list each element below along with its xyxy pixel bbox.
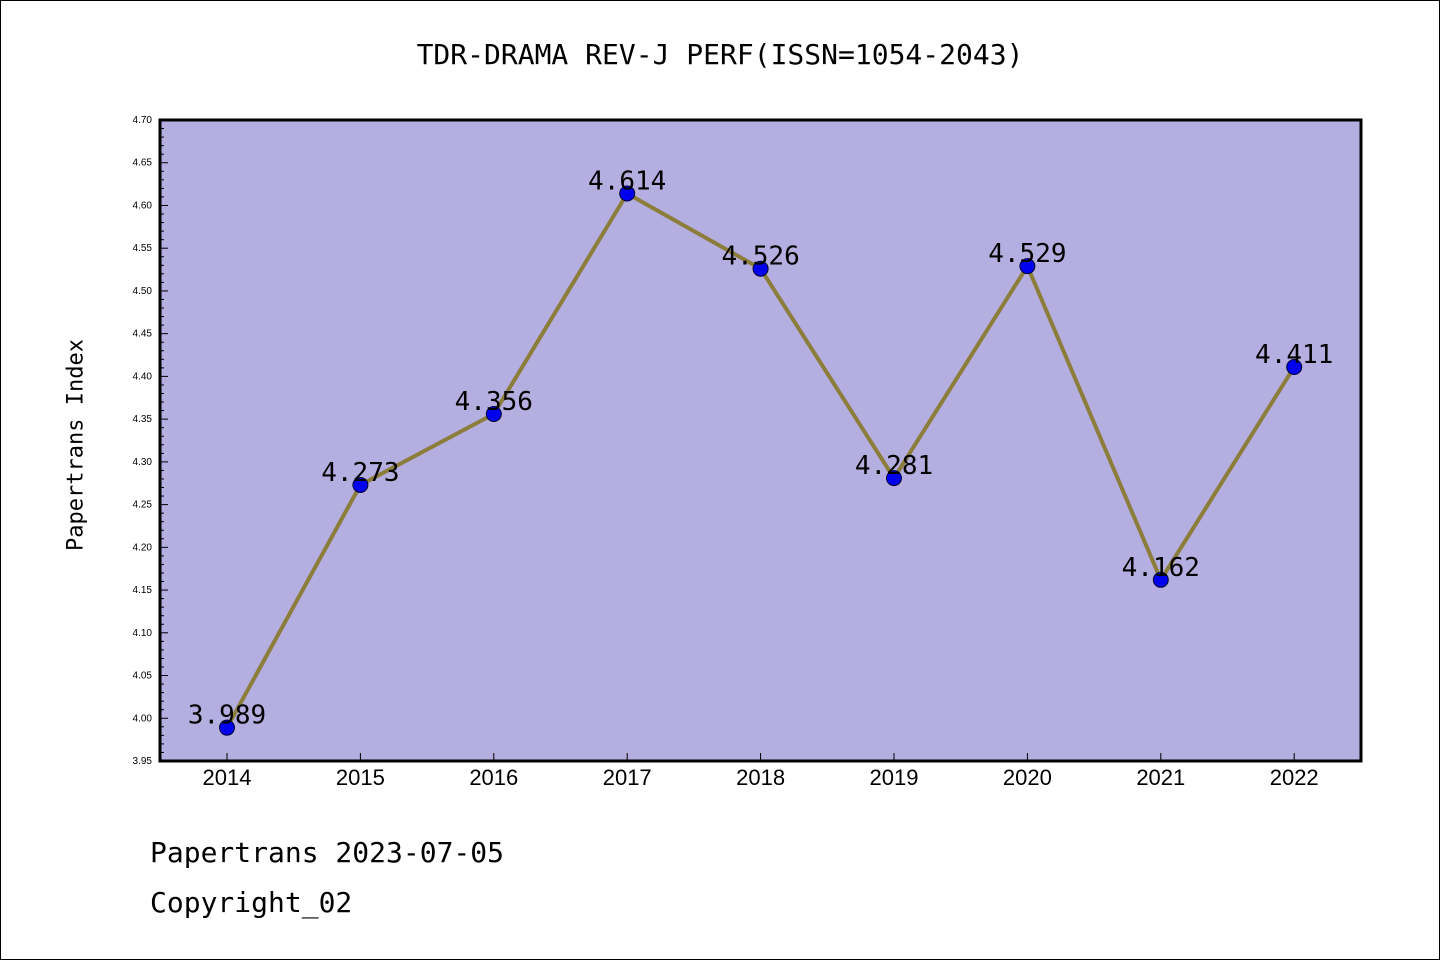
chart-title: TDR-DRAMA REV-J PERF(ISSN=1054-2043) [416, 38, 1024, 71]
x-tick-label: 2016 [469, 765, 518, 790]
y-tick-label: 4.45 [133, 329, 153, 340]
data-labels: 3.989 4.273 4.356 4.614 4.526 4.281 4.529 4.162… [188, 167, 1333, 731]
data-label-2020: 4.529 [988, 239, 1066, 269]
data-point-2017 [619, 185, 636, 202]
data-point-2016 [485, 406, 502, 423]
data-point-2020 [1019, 258, 1036, 275]
data-label-2019: 4.281 [855, 451, 933, 481]
plot-border [158, 118, 1363, 763]
y-tick-label: 3.95 [133, 756, 153, 767]
y-tick-label: 4.70 [133, 115, 153, 126]
y-tick-label: 4.65 [133, 158, 153, 169]
x-tick-label: 2015 [336, 765, 385, 790]
x-tick-label: 2017 [603, 765, 652, 790]
y-tick-label: 4.30 [133, 457, 153, 468]
data-label-2017: 4.614 [588, 167, 666, 197]
y-tick-label: 4.50 [133, 286, 153, 297]
y-tick-label: 4.25 [133, 500, 153, 511]
x-tick-label: 2018 [736, 765, 785, 790]
y-tick-label: 4.35 [133, 414, 153, 425]
x-tick-label: 2021 [1136, 765, 1185, 790]
data-label-2021: 4.162 [1122, 553, 1200, 583]
x-tick-label: 2014 [203, 765, 252, 790]
data-point-2019 [886, 470, 902, 487]
footer-date: Papertrans 2023-07-05 [150, 836, 505, 869]
data-point-2018 [752, 260, 769, 277]
y-tick-label: 4.60 [133, 200, 153, 211]
y-tick-label: 4.10 [133, 628, 153, 639]
data-label-2022: 4.411 [1255, 340, 1333, 370]
x-axis: 2014 2015 2016 2017 2018 2019 2020 2021 2022 [203, 753, 1319, 790]
data-point-2014 [219, 719, 235, 736]
data-label-2016: 4.356 [455, 387, 533, 417]
data-label-2014: 3.989 [188, 701, 266, 731]
footer-copyright: Copyright_02 [150, 886, 353, 919]
y-tick-label: 4.00 [133, 713, 153, 724]
data-point-2021 [1152, 571, 1169, 588]
x-tick-label: 2020 [1003, 765, 1052, 790]
x-tick-label: 2019 [870, 765, 919, 790]
y-tick-label: 4.55 [133, 243, 153, 254]
y-tick-label: 4.15 [133, 585, 153, 596]
data-point-2022 [1286, 358, 1303, 375]
y-tick-label: 4.20 [133, 542, 153, 553]
data-label-2018: 4.526 [721, 242, 799, 272]
series-markers [219, 185, 1303, 736]
data-point-2015 [352, 476, 369, 493]
y-tick-label: 4.40 [133, 371, 153, 382]
x-tick-label: 2022 [1270, 765, 1319, 790]
plot-area [160, 120, 1361, 761]
data-label-2015: 4.273 [321, 458, 399, 488]
y-tick-label: 4.05 [133, 671, 153, 682]
